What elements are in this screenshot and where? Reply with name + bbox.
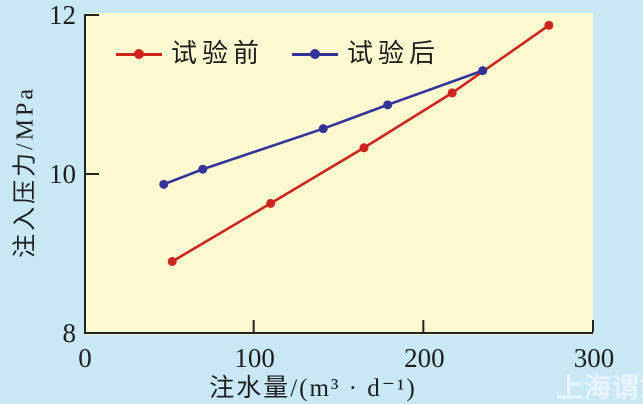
data-point-试验后	[383, 100, 393, 110]
data-point-试验前	[359, 143, 369, 153]
x-tick-label: 300	[574, 343, 615, 373]
x-tick-label: 200	[404, 343, 445, 373]
y-tick-label: 12	[49, 0, 76, 30]
x-axis-title: 注水量/(m³ · d⁻¹)	[209, 375, 417, 402]
y-tick-label: 10	[49, 159, 76, 189]
data-point-试验后	[159, 179, 169, 189]
y-axis-title: 注入压力/MPa	[12, 85, 39, 259]
legend-label: 试验前	[171, 39, 265, 68]
data-point-试验后	[478, 66, 488, 76]
plot-area	[84, 13, 593, 335]
y-tick-label: 8	[63, 318, 77, 348]
data-point-试验前	[544, 20, 554, 30]
legend-swatch-line-dot-icon	[116, 49, 162, 59]
data-point-试验前	[167, 256, 177, 266]
data-point-试验后	[318, 124, 328, 134]
legend: 试验前 试验后	[116, 38, 440, 70]
watermark: 上海谓载	[556, 373, 643, 403]
x-tick-label: 100	[234, 343, 275, 373]
data-point-试验后	[198, 164, 208, 174]
legend-item-before-test: 试验前	[116, 41, 264, 67]
legend-swatch-line-dot-icon	[292, 49, 339, 59]
data-point-试验前	[447, 88, 457, 98]
legend-label: 试验后	[347, 39, 441, 68]
data-point-试验前	[266, 198, 276, 208]
legend-item-after-test: 试验后	[292, 41, 440, 67]
x-tick-label: 0	[78, 343, 92, 373]
